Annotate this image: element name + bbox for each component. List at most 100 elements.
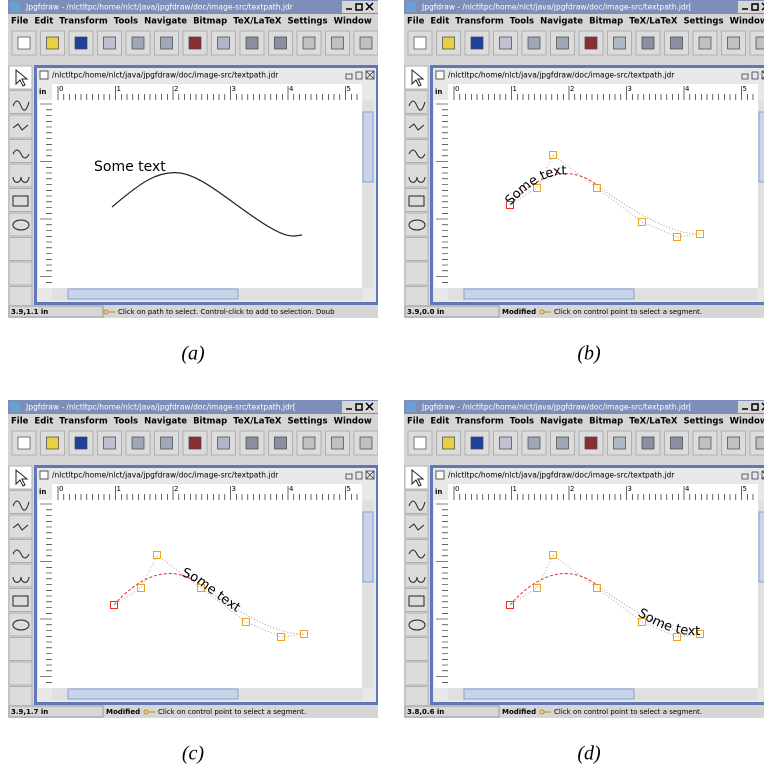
menu-item[interactable]: TeX/LaTeX	[233, 17, 282, 27]
canvas	[52, 100, 362, 288]
menu-item[interactable]: Help	[378, 417, 400, 427]
menu-item[interactable]: Bitmap	[589, 417, 623, 427]
window-title: Jpgfdraw - /nlctltpc/home/nlct/java/jpgf…	[421, 403, 692, 412]
toolbar-icon	[332, 437, 344, 449]
tool-button[interactable]	[405, 66, 428, 89]
menu-item[interactable]: Window	[334, 17, 372, 27]
toolbar-icon	[671, 37, 683, 49]
ruler-label: 1	[117, 85, 121, 93]
menu-item[interactable]: TeX/LaTeX	[629, 17, 678, 27]
menu-item[interactable]: TeX/LaTeX	[629, 417, 678, 427]
tool-button[interactable]	[405, 140, 428, 163]
menu-item[interactable]: Edit	[430, 17, 449, 27]
status-position: 3.9,1.7 in	[11, 708, 48, 716]
toolbar-icon	[161, 37, 173, 49]
tool-button[interactable]	[9, 540, 32, 563]
tool-button[interactable]	[9, 515, 32, 538]
status-modified: Modified	[502, 708, 536, 716]
tool-button[interactable]	[405, 238, 428, 261]
menu-item[interactable]: File	[407, 17, 425, 27]
menu-item[interactable]: Tools	[510, 417, 534, 427]
menu-item[interactable]: TeX/LaTeX	[233, 417, 282, 427]
menu-item[interactable]: Help	[378, 17, 400, 27]
document-title: /nlctltpc/home/nlct/java/jpgfdraw/doc/im…	[52, 471, 279, 480]
tool-button[interactable]	[405, 564, 428, 587]
status-message: Click on path to select. Control-click t…	[118, 308, 335, 316]
tool-button[interactable]	[405, 189, 428, 212]
tool-button[interactable]	[9, 238, 32, 261]
tool-button[interactable]	[405, 115, 428, 138]
menu-item[interactable]: Navigate	[144, 17, 187, 27]
ruler-label: 2	[174, 485, 178, 493]
toolbar-icon	[500, 437, 512, 449]
menu-item[interactable]: Edit	[34, 417, 53, 427]
ruler-unit: in	[435, 88, 442, 96]
tool-button[interactable]	[405, 515, 428, 538]
menu-item[interactable]: Settings	[287, 417, 327, 427]
menu-item[interactable]: Tools	[114, 17, 138, 27]
tool-button[interactable]	[405, 638, 428, 661]
ruler-label: 0	[455, 485, 459, 493]
menu-item[interactable]: File	[11, 417, 29, 427]
toolbar-icon	[585, 437, 597, 449]
menu-item[interactable]: Transform	[59, 417, 108, 427]
screenshot: Jpgfdraw - /nlctltpc/home/nlct/java/jpgf…	[404, 0, 764, 318]
doc-icon	[436, 71, 444, 79]
toolbar-icon	[75, 437, 87, 449]
menu-item[interactable]: Settings	[683, 17, 723, 27]
tool-button[interactable]	[9, 262, 32, 285]
menu-item[interactable]: Window	[334, 417, 372, 427]
tool-button[interactable]	[9, 564, 32, 587]
tool-button[interactable]	[9, 66, 32, 89]
ruler-unit: in	[39, 88, 46, 96]
menu-item[interactable]: Transform	[59, 17, 108, 27]
tool-button[interactable]	[9, 189, 32, 212]
menu-item[interactable]: Navigate	[144, 417, 187, 427]
menu-item[interactable]: Tools	[510, 17, 534, 27]
toolbar-icon	[275, 37, 287, 49]
menu-item[interactable]: Bitmap	[193, 17, 227, 27]
tool-button[interactable]	[405, 662, 428, 685]
status-position: 3.9,0.0 in	[407, 308, 444, 316]
menu-item[interactable]: Edit	[430, 417, 449, 427]
menu-item[interactable]: Settings	[683, 417, 723, 427]
toolbar-icon	[528, 437, 540, 449]
doc-icon	[40, 71, 48, 79]
menu-item[interactable]: Tools	[114, 417, 138, 427]
ruler-label: 2	[570, 85, 574, 93]
doc-icon	[40, 471, 48, 479]
toolbar-icon	[585, 37, 597, 49]
menu-item[interactable]: Edit	[34, 17, 53, 27]
tool-button[interactable]	[9, 638, 32, 661]
menu-item[interactable]: File	[407, 417, 425, 427]
tool-button[interactable]	[9, 589, 32, 612]
menu-item[interactable]: Window	[730, 417, 764, 427]
tool-button[interactable]	[9, 466, 32, 489]
h-scroll-thumb	[464, 289, 634, 299]
menu-item[interactable]: Bitmap	[589, 17, 623, 27]
tool-button[interactable]	[405, 589, 428, 612]
h-scroll-thumb	[68, 689, 238, 699]
toolbar-icon	[218, 37, 230, 49]
tool-button[interactable]	[9, 140, 32, 163]
tool-button[interactable]	[9, 662, 32, 685]
tool-button[interactable]	[9, 164, 32, 187]
menu-item[interactable]: Navigate	[540, 417, 583, 427]
tool-button[interactable]	[405, 540, 428, 563]
caption: (a)	[181, 343, 205, 365]
tool-button[interactable]	[405, 262, 428, 285]
menu-item[interactable]: File	[11, 17, 29, 27]
tool-button[interactable]	[405, 466, 428, 489]
menu-item[interactable]: Window	[730, 17, 764, 27]
menu-item[interactable]: Settings	[287, 17, 327, 27]
ruler-label: 5	[347, 485, 351, 493]
tool-button[interactable]	[405, 164, 428, 187]
menu-item[interactable]: Navigate	[540, 17, 583, 27]
menu-item[interactable]: Bitmap	[193, 417, 227, 427]
menu-item[interactable]: Transform	[455, 417, 504, 427]
tool-button[interactable]	[9, 115, 32, 138]
toolbar-icon	[728, 37, 740, 49]
toolbar-icon	[360, 437, 372, 449]
menu-item[interactable]: Transform	[455, 17, 504, 27]
status-message: Click on control point to select a segme…	[554, 708, 702, 716]
